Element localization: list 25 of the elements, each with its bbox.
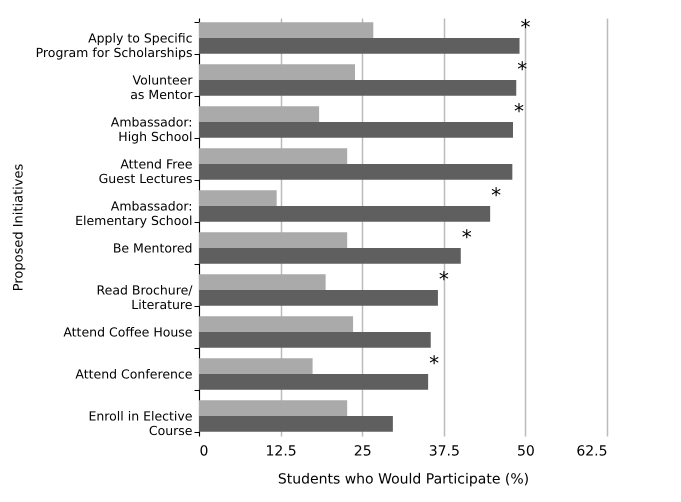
annotation: * (491, 182, 502, 207)
x-axis-title: Students who Would Participate (%) (278, 472, 530, 488)
annotation: * (429, 351, 440, 376)
y-tick-label: Enroll in Elective Course (88, 408, 193, 438)
x-tick-label: 25 (354, 444, 372, 460)
annotation: * (514, 98, 524, 123)
y-tick-label: Apply to Specific Program for Scholarships (36, 30, 193, 60)
y-tick-label: Attend Coffee House (63, 324, 193, 340)
y-tick-label: Volunteer as Mentor (130, 72, 194, 102)
y-tick-label: Attend Free Guest Lectures (98, 156, 193, 186)
y-tick-label: Read Brochure/ Literature (96, 282, 194, 312)
x-tick-label: 62.5 (576, 444, 608, 460)
x-tick-label: 0 (200, 444, 208, 460)
y-tick-label: Ambassador: Elementary School (75, 198, 192, 228)
y-tick-label: Be Mentored (112, 240, 192, 256)
annotation: * (517, 56, 528, 81)
annotation: * (520, 14, 531, 39)
y-tick-label: Attend Conference (75, 366, 193, 382)
annotation: * (438, 267, 449, 292)
y-axis-title: Proposed Initiatives (12, 164, 27, 292)
x-tick-label: 12.5 (266, 444, 297, 460)
x-tick-label: 50 (516, 444, 535, 460)
annotation: * (462, 225, 472, 250)
x-tick-label: 37.5 (428, 444, 460, 460)
y-tick-label: Ambassador: High School (110, 114, 192, 144)
